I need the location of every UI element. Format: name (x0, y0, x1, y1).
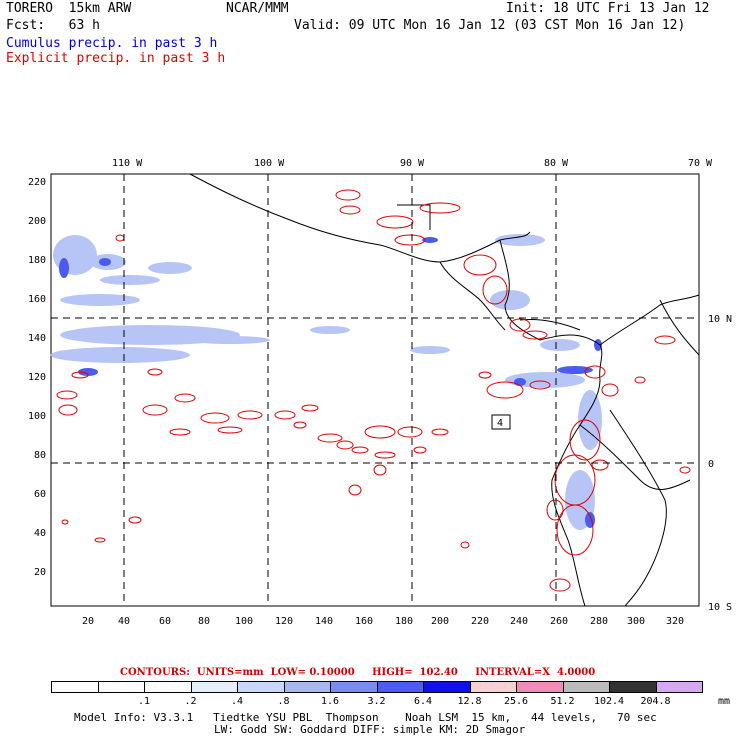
y-tick: 60 (34, 489, 46, 500)
colorbar-label: 102.4 (593, 696, 625, 707)
x-tick: 40 (118, 616, 130, 627)
y-tick: 40 (34, 528, 46, 539)
colorbar-segment (190, 681, 238, 693)
x-tick: 240 (510, 616, 528, 627)
precip-map: 4 110 W 100 W 90 W 80 W 70 W 10 N 0 10 S… (28, 158, 732, 627)
colorbar-segment (51, 681, 98, 693)
contour-high: HIGH= 102.40 (372, 667, 458, 678)
legend-explicit: Explicit precip. in past 3 h (6, 51, 226, 66)
station-marker-label: 4 (497, 418, 503, 429)
colorbar-label: 25.6 (503, 696, 529, 707)
colorbar-unit: mm (718, 696, 731, 707)
colorbar-label: .8 (277, 696, 290, 707)
colorbar-label: .4 (230, 696, 244, 707)
y-tick: 140 (28, 333, 46, 344)
station-marker (491, 414, 511, 430)
y-ticks: 220 200 180 160 140 120 100 80 60 40 20 (28, 177, 46, 578)
colorbar-label: 204.8 (640, 696, 671, 707)
x-tick: 160 (355, 616, 373, 627)
lat-label: 10 S (708, 602, 732, 613)
colorbar-label: 6.4 (413, 696, 433, 707)
lat-lon-grid (51, 174, 699, 606)
x-tick: 180 (395, 616, 413, 627)
y-tick: 80 (34, 450, 46, 461)
model-title: TORERO 15km ARW (6, 1, 132, 16)
colorbar-segment (423, 681, 470, 693)
x-tick: 100 (235, 616, 253, 627)
lon-label: 110 W (112, 158, 143, 169)
valid-time: Valid: 09 UTC Mon 16 Jan 12 (03 CST Mon … (294, 18, 686, 33)
x-tick: 280 (590, 616, 608, 627)
lon-labels: 110 W 100 W 90 W 80 W 70 W (112, 158, 713, 169)
x-tick: 320 (666, 616, 684, 627)
x-tick: 260 (550, 616, 568, 627)
colorbar-segment (562, 681, 610, 693)
y-tick: 120 (28, 372, 46, 383)
lat-labels: 10 N 0 10 S (708, 314, 732, 613)
y-tick: 160 (28, 294, 46, 305)
colorbar-segment (655, 681, 703, 693)
contour-interval: INTERVAL=X 4.0000 (475, 667, 596, 678)
lat-label: 10 N (708, 314, 732, 325)
legend-cumulus: Cumulus precip. in past 3 h (6, 36, 218, 51)
colorbar-segment (376, 681, 424, 693)
lon-label: 90 W (400, 158, 425, 169)
contour-info: CONTOURS: UNITS=mm LOW= 0.10000 HIGH= 10… (120, 667, 595, 678)
cumulus-precip-cores (59, 237, 602, 528)
coastlines (189, 173, 700, 607)
colorbar-segment (237, 681, 284, 693)
colorbar-segment (609, 681, 656, 693)
y-tick: 100 (28, 411, 46, 422)
lat-label: 0 (708, 459, 714, 470)
colorbar-label: 3.2 (367, 696, 386, 707)
contour-units: CONTOURS: UNITS=mm (120, 667, 264, 678)
lon-label: 70 W (688, 158, 713, 169)
model-info: Model Info: V3.3.1 Tiedtke YSU PBL Thomp… (74, 711, 657, 724)
x-tick: 200 (431, 616, 449, 627)
x-tick: 220 (471, 616, 489, 627)
physics-info: LW: Godd SW: Goddard DIFF: simple KM: 2D… (214, 723, 526, 736)
x-tick: 60 (159, 616, 171, 627)
colorbar-segment (330, 681, 377, 693)
contour-low: LOW= 0.10000 (270, 667, 355, 678)
x-tick: 120 (275, 616, 293, 627)
y-tick: 20 (34, 567, 46, 578)
lon-label: 80 W (544, 158, 569, 169)
x-tick: 140 (315, 616, 333, 627)
colorbar-label: 12.8 (457, 696, 482, 707)
colorbar-segment (144, 681, 191, 693)
init-time: Init: 18 UTC Fri 13 Jan 12 (506, 1, 710, 16)
y-tick: 180 (28, 255, 46, 266)
x-ticks: 20 40 60 80 100 120 140 160 180 200 220 … (82, 616, 684, 627)
org-label: NCAR/MMM (226, 1, 289, 16)
colorbar-label: 1.6 (320, 696, 340, 707)
map-frame (50, 173, 700, 607)
explicit-precip-contours (56, 189, 691, 592)
y-tick: 220 (28, 177, 46, 188)
colorbar-label: 51.2 (550, 696, 575, 707)
forecast-hour: Fcst: 63 h (6, 18, 100, 33)
x-tick: 80 (198, 616, 210, 627)
x-tick: 20 (82, 616, 94, 627)
colorbar-label: .1 (137, 696, 151, 707)
x-tick: 300 (627, 616, 645, 627)
colorbar-segment (97, 681, 145, 693)
colorbar-label: .2 (184, 696, 197, 707)
colorbar-segment (516, 681, 563, 693)
lon-label: 100 W (254, 158, 285, 169)
colorbar-segment (283, 681, 331, 693)
y-tick: 200 (28, 216, 46, 227)
colorbar-segment (469, 681, 517, 693)
